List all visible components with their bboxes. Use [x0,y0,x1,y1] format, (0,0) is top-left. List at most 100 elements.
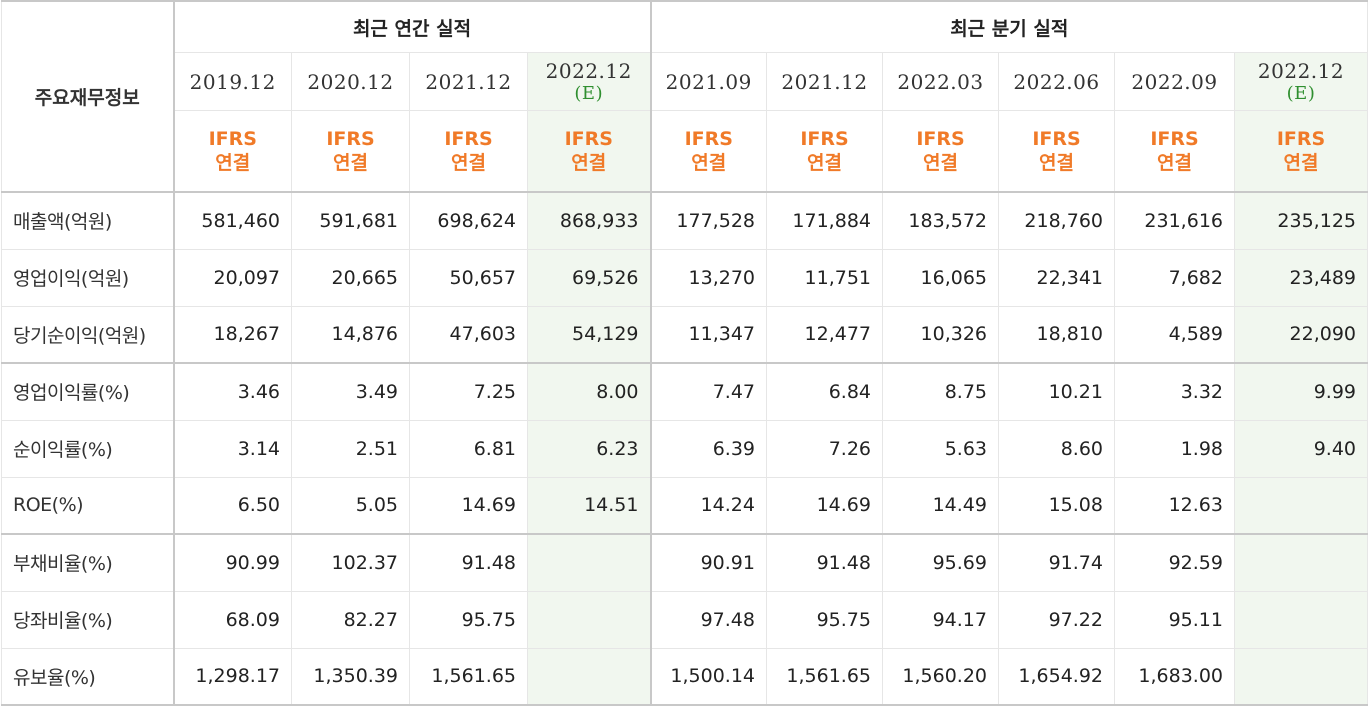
annual-group-header: 최근 연간 실적 [173,0,652,53]
quarter-value-cell: 11,751 [766,248,883,307]
quarter-value-cell: 1.98 [1114,419,1235,478]
quarter-value-cell: 10,326 [882,305,999,364]
consolidated-label: 연결 [807,152,842,174]
ifrs-badge: IFRS 연결 [173,110,292,193]
annual-value-cell: 90.99 [173,533,292,592]
quarter-value-cell: 10.21 [998,362,1115,421]
quarter-value-cell: 91.48 [766,533,883,592]
annual-value-cell: 3.46 [173,362,292,421]
table-body: 매출액(억원) 581,460 591,681 698,624 868,933 177,5… [1,191,1368,706]
period-date: 2022.12 [545,58,632,83]
period-date: 2020.12 [307,69,394,94]
annual-value-cell: 2.51 [291,419,410,478]
quarter-value-cell: 11,347 [650,305,767,364]
quarter-value-cell: 91.74 [998,533,1115,592]
table-row: 영업이익(억원) 20,097 20,665 50,657 69,526 13,270 11… [1,248,1368,307]
quarter-value-cell: 235,125 [1234,191,1368,250]
ifrs-badge: IFRS 연결 [409,110,528,193]
quarter-value-cell: 7.26 [766,419,883,478]
period-date: 2021.12 [781,69,868,94]
ifrs-label: IFRS [800,128,849,150]
period-header: 2021.12 [409,52,528,111]
quarter-value-cell [1234,647,1368,706]
ifrs-badge: IFRS 연결 [527,110,652,193]
quarter-value-cell: 5.63 [882,419,999,478]
estimate-marker: (E) [1286,82,1316,104]
table-row: 당기순이익(억원) 18,267 14,876 47,603 54,129 11,347 1… [1,305,1368,364]
annual-value-cell: 1,350.39 [291,647,410,706]
quarter-value-cell: 95.11 [1114,590,1235,649]
annual-value-cell: 5.05 [291,476,410,535]
annual-value-cell: 20,097 [173,248,292,307]
table-header: 주요재무정보 최근 연간 실적 최근 분기 실적 2019.12 2020.12 2… [1,0,1368,193]
period-header: 2022.03 [882,52,999,111]
annual-value-cell: 8.00 [527,362,652,421]
ifrs-badge: IFRS 연결 [1234,110,1368,193]
ifrs-label: IFRS [1276,128,1326,150]
annual-value-cell: 591,681 [291,191,410,250]
annual-value-cell: 1,561.65 [409,647,528,706]
quarter-value-cell: 14.69 [766,476,883,535]
annual-value-cell: 14,876 [291,305,410,364]
quarter-value-cell: 1,561.65 [766,647,883,706]
period-header: 2022.12 (E) [1234,52,1368,111]
quarter-value-cell: 7.47 [650,362,767,421]
quarter-value-cell: 6.39 [650,419,767,478]
quarter-value-cell [1234,533,1368,592]
quarter-value-cell: 95.75 [766,590,883,649]
annual-value-cell: 50,657 [409,248,528,307]
row-label: 유보율(%) [1,647,175,706]
quarter-value-cell: 22,090 [1234,305,1368,364]
row-label: 매출액(억원) [1,191,175,250]
annual-value-cell: 6.81 [409,419,528,478]
annual-value-cell: 54,129 [527,305,652,364]
quarter-value-cell: 90.91 [650,533,767,592]
quarter-value-cell: 1,560.20 [882,647,999,706]
annual-value-cell: 6.23 [527,419,652,478]
quarter-value-cell [1234,590,1368,649]
consolidated-label: 연결 [571,152,607,174]
period-date: 2019.12 [189,69,276,94]
ifrs-badge: IFRS 연결 [766,110,883,193]
table-row: 부채비율(%) 90.99 102.37 91.48 90.91 91.48 95.69 91… [1,533,1368,592]
quarter-value-cell: 18,810 [998,305,1115,364]
period-header: 2022.06 [998,52,1115,111]
quarter-value-cell: 1,500.14 [650,647,767,706]
period-date: 2022.12 [1257,58,1345,83]
annual-value-cell: 91.48 [409,533,528,592]
ifrs-label: IFRS [684,128,733,150]
consolidated-label: 연결 [923,152,958,174]
annual-value-cell: 6.50 [173,476,292,535]
period-header: 2019.12 [173,52,292,111]
ifrs-badge: IFRS 연결 [998,110,1115,193]
annual-value-cell: 68.09 [173,590,292,649]
row-label: 순이익률(%) [1,419,175,478]
annual-value-cell: 18,267 [173,305,292,364]
consolidated-label: 연결 [1283,152,1319,174]
quarter-value-cell: 12.63 [1114,476,1235,535]
quarter-value-cell: 94.17 [882,590,999,649]
quarter-value-cell: 9.40 [1234,419,1368,478]
annual-value-cell: 47,603 [409,305,528,364]
period-date: 2022.09 [1131,69,1218,94]
quarter-value-cell: 13,270 [650,248,767,307]
quarter-value-cell: 177,528 [650,191,767,250]
ifrs-label: IFRS [1150,128,1199,150]
ifrs-label: IFRS [444,128,493,150]
quarter-value-cell: 14.24 [650,476,767,535]
quarter-value-cell: 95.69 [882,533,999,592]
annual-value-cell [527,647,652,706]
quarter-group-header: 최근 분기 실적 [650,0,1368,53]
annual-value-cell [527,590,652,649]
row-label: 부채비율(%) [1,533,175,592]
period-date: 2021.12 [425,69,512,94]
consolidated-label: 연결 [215,152,251,174]
quarter-value-cell: 218,760 [998,191,1115,250]
table-row: 당좌비율(%) 68.09 82.27 95.75 97.48 95.75 94.17 97.… [1,590,1368,649]
quarter-value-cell: 1,654.92 [998,647,1115,706]
quarter-value-cell: 92.59 [1114,533,1235,592]
ifrs-badge: IFRS 연결 [1114,110,1235,193]
period-date-row: 2019.12 2020.12 2021.12 2022.12 (E) 2021.09 20… [2,52,1368,111]
consolidated-label: 연결 [1157,152,1192,174]
